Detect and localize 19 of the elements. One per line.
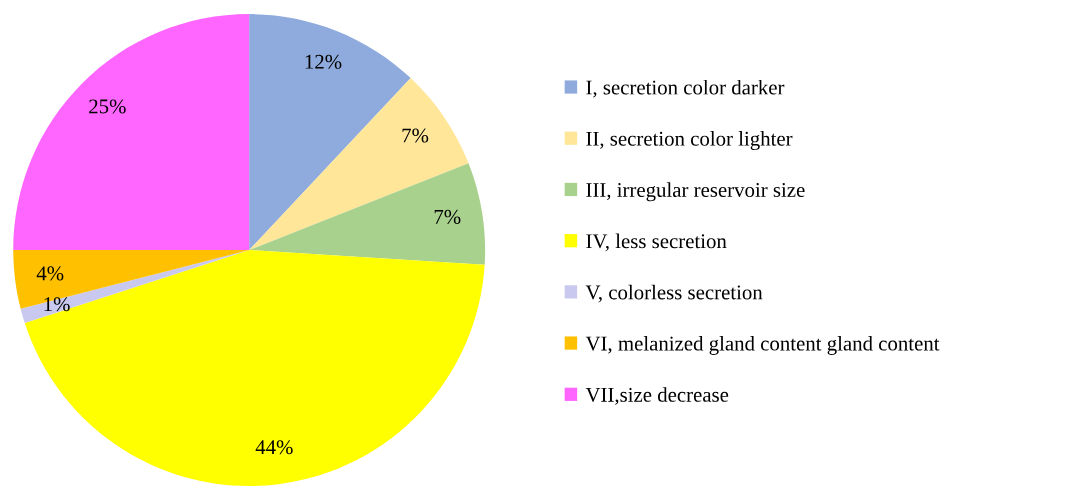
data-label: 25% [89, 99, 126, 114]
legend-label: I, secretion color darker [586, 79, 785, 98]
legend-label: III, irregular reservoir size [586, 182, 805, 202]
pie-slice [13, 14, 250, 251]
pie-slice [249, 78, 469, 251]
legend-label: V, colorless secretion [585, 284, 763, 303]
pie-slice [20, 250, 250, 323]
legend-label: VI, melanized gland content gland content [585, 335, 940, 355]
legend-label: IV, less secretion [586, 233, 727, 252]
data-label: 7% [434, 209, 461, 224]
legend-label: VII,size decrease [585, 387, 729, 405]
data-label: 4% [36, 266, 64, 281]
legend-label: II, secretion color lighter [586, 131, 793, 151]
data-label: 12% [305, 54, 342, 69]
pie-slice [24, 250, 485, 486]
pie-slice [249, 163, 486, 265]
data-label: 1% [44, 297, 70, 312]
data-label: 7% [402, 128, 429, 143]
data-label: 44% [255, 440, 293, 455]
